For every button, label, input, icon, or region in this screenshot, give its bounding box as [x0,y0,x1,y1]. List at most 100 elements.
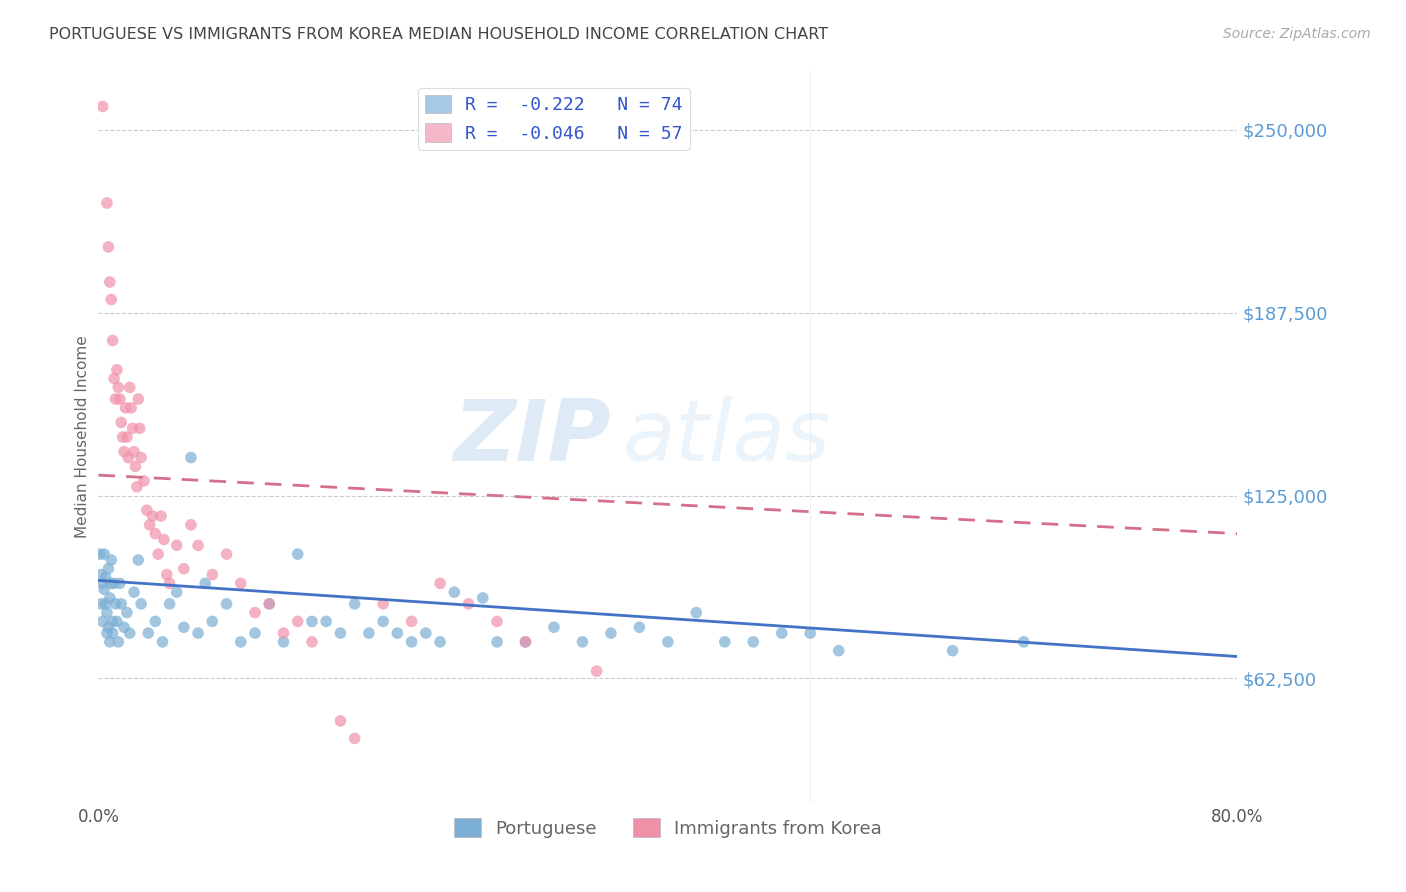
Point [387,626,409,640]
Point [115,430,138,444]
Point [107,380,129,394]
Point [114,401,136,415]
Point [429,635,451,649]
Text: PORTUGUESE VS IMMIGRANTS FROM KOREA MEDIAN HOUSEHOLD INCOME CORRELATION CHART: PORTUGUESE VS IMMIGRANTS FROM KOREA MEDI… [49,27,828,42]
Point [166,585,188,599]
Point [104,597,127,611]
Point [159,597,181,611]
Point [100,553,122,567]
Point [742,635,765,649]
Point [115,606,138,620]
Point [180,450,202,465]
Point [180,517,202,532]
Point [273,626,295,640]
Point [105,363,128,377]
Point [600,626,623,640]
Point [194,576,217,591]
Point [118,380,141,394]
Point [628,620,651,634]
Point [215,597,238,611]
Point [343,731,366,746]
Point [828,643,851,657]
Point [571,635,593,649]
Point [94,570,117,584]
Point [229,635,252,649]
Point [429,576,451,591]
Point [111,430,134,444]
Point [401,635,423,649]
Point [112,444,135,458]
Point [110,416,132,430]
Point [457,597,479,611]
Point [94,597,117,611]
Point [100,576,122,591]
Point [685,606,707,620]
Point [121,421,143,435]
Point [136,626,159,640]
Point [97,562,120,576]
Point [132,474,155,488]
Point [117,450,139,465]
Point [141,509,163,524]
Point [138,517,160,532]
Point [329,626,352,640]
Point [90,567,112,582]
Point [273,635,295,649]
Point [91,99,114,113]
Point [96,606,118,620]
Point [118,626,141,640]
Point [187,538,209,552]
Point [187,626,209,640]
Point [243,606,266,620]
Point [91,615,114,629]
Point [657,635,679,649]
Point [108,392,131,406]
Point [90,597,112,611]
Point [96,196,118,211]
Point [127,392,149,406]
Point [585,664,607,678]
Point [543,620,565,634]
Point [107,635,129,649]
Point [201,567,224,582]
Point [135,503,157,517]
Point [96,626,118,640]
Point [112,620,135,634]
Point [98,275,121,289]
Point [110,597,132,611]
Point [98,591,121,605]
Point [101,334,124,348]
Point [515,635,537,649]
Point [124,459,146,474]
Point [93,547,115,561]
Point [153,533,176,547]
Point [329,714,352,728]
Point [373,597,395,611]
Point [104,392,127,406]
Point [1012,635,1035,649]
Point [287,615,309,629]
Point [148,547,170,561]
Point [150,509,173,524]
Point [714,635,737,649]
Point [486,635,509,649]
Point [942,643,965,657]
Point [471,591,494,605]
Point [201,615,224,629]
Point [515,635,537,649]
Point [89,547,111,561]
Point [129,450,152,465]
Point [229,576,252,591]
Point [91,576,114,591]
Text: Source: ZipAtlas.com: Source: ZipAtlas.com [1223,27,1371,41]
Point [103,371,125,385]
Point [415,626,437,640]
Point [159,576,181,591]
Point [120,401,142,415]
Y-axis label: Median Household Income: Median Household Income [75,335,90,539]
Text: ZIP: ZIP [453,395,612,479]
Point [315,615,337,629]
Point [259,597,281,611]
Point [98,635,121,649]
Point [125,480,148,494]
